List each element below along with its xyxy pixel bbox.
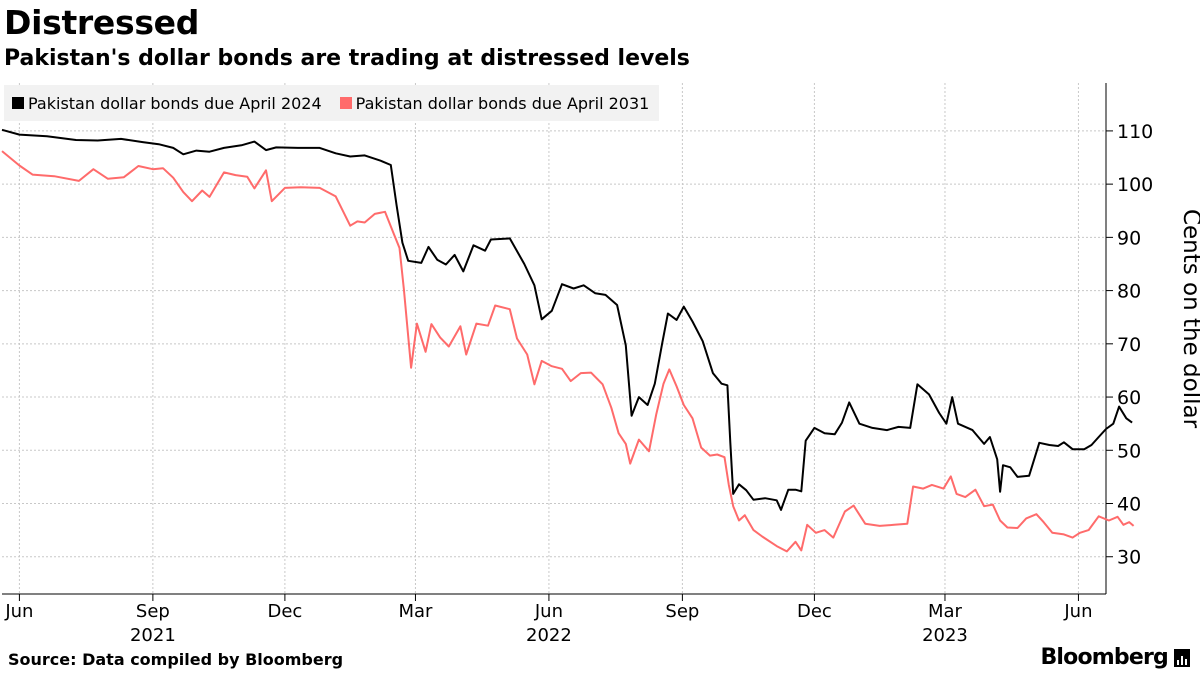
brand-wordmark: Bloomberg	[1040, 645, 1168, 670]
legend-swatch-2031	[339, 97, 352, 109]
legend-label-2024: Pakistan dollar bonds due April 2024	[28, 93, 322, 113]
y-tick-label: 50	[1117, 440, 1141, 462]
y-tick-label: 90	[1117, 227, 1141, 249]
x-year-label: 2021	[130, 625, 176, 646]
series-line-2031	[1, 150, 1135, 553]
chart-title: Distressed	[4, 3, 200, 42]
x-tick-label: Dec	[797, 601, 832, 622]
y-tick-label: 110	[1117, 121, 1153, 143]
legend-item-2024: Pakistan dollar bonds due April 2024	[12, 94, 322, 113]
x-tick-label: Dec	[267, 601, 302, 622]
x-tick-label: Mar	[928, 601, 963, 622]
x-tick-label: Sep	[665, 601, 699, 622]
y-tick-label: 60	[1117, 387, 1141, 409]
y-tick-label: 70	[1117, 334, 1141, 356]
source-note: Source: Data compiled by Bloomberg	[8, 650, 344, 669]
legend-label-2031: Pakistan dollar bonds due April 2031	[355, 93, 650, 113]
legend-item-2031: Pakistan dollar bonds due April 2031	[339, 93, 650, 113]
x-year-label: 2022	[526, 625, 572, 646]
x-tick-label: Mar	[398, 601, 433, 622]
legend-swatch-2024	[12, 97, 24, 109]
x-year-label: 2023	[922, 625, 968, 646]
y-tick-label: 30	[1117, 547, 1141, 569]
y-axis-title: Cents on the dollar	[1178, 209, 1200, 429]
brand-logo: Bloomberg	[1040, 645, 1190, 670]
y-tick-label: 80	[1117, 281, 1141, 303]
x-tick-label: Sep	[136, 601, 170, 622]
x-tick-label: Jun	[4, 601, 33, 622]
x-tick-label: Jun	[1063, 601, 1092, 622]
series-line-2024	[1, 128, 1133, 511]
bloomberg-terminal-icon	[1174, 648, 1190, 667]
y-tick-label: 40	[1117, 494, 1141, 516]
chart-legend: Pakistan dollar bonds due April 2024 Pak…	[4, 85, 660, 121]
chart-subtitle: Pakistan's dollar bonds are trading at d…	[4, 46, 690, 71]
y-tick-label: 100	[1117, 174, 1153, 196]
x-tick-label: Jun	[534, 601, 563, 622]
